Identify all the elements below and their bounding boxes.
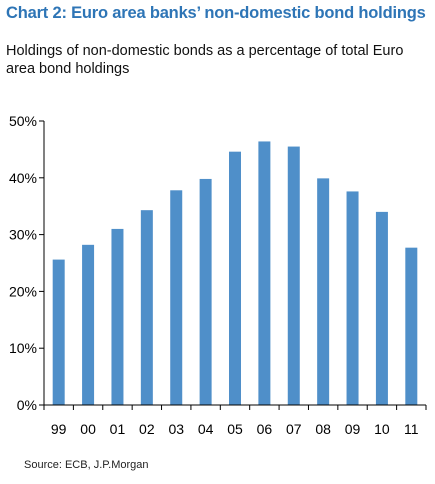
x-tick-label: 07 xyxy=(286,421,302,437)
bar-09 xyxy=(346,191,359,405)
y-tick-label: 0% xyxy=(17,397,37,413)
x-tick-label: 06 xyxy=(257,421,273,437)
bar-02 xyxy=(140,210,153,405)
y-tick-label: 20% xyxy=(9,283,37,299)
y-axis-ticks: 0% 10% 20% 30% 40% 50% xyxy=(9,113,44,413)
bar-99 xyxy=(52,259,65,405)
bar-01 xyxy=(111,228,124,405)
x-tick-label: 99 xyxy=(51,421,67,437)
bar-05 xyxy=(229,151,241,405)
bars xyxy=(52,141,418,405)
bar-11 xyxy=(405,247,418,405)
chart-title: Chart 2: Euro area banks’ non-domestic b… xyxy=(6,4,426,22)
y-tick-label: 40% xyxy=(9,170,37,186)
bar-08 xyxy=(317,178,330,405)
bar-00 xyxy=(82,244,95,405)
bar-10 xyxy=(375,211,388,405)
source-note: Source: ECB, J.P.Morgan xyxy=(24,459,149,471)
y-tick-label: 50% xyxy=(9,113,37,129)
x-tick-label: 09 xyxy=(345,421,361,437)
x-tick-label: 03 xyxy=(168,421,184,437)
x-tick-label: 05 xyxy=(227,421,243,437)
bar-04 xyxy=(199,178,212,405)
x-axis-ticks: 99 00 01 02 03 04 05 06 07 08 09 10 11 xyxy=(43,405,427,437)
bar-06 xyxy=(258,141,271,405)
y-tick-label: 30% xyxy=(9,227,37,243)
x-tick-label: 04 xyxy=(198,421,214,437)
x-tick-label: 11 xyxy=(404,421,419,437)
y-tick-label: 10% xyxy=(9,340,37,356)
bar-07 xyxy=(287,146,300,405)
x-tick-label: 10 xyxy=(374,421,390,437)
x-tick-label: 08 xyxy=(315,421,331,437)
bar-03 xyxy=(170,190,183,405)
x-tick-label: 02 xyxy=(139,421,155,437)
chart-subtitle: Holdings of non-domestic bonds as a perc… xyxy=(6,43,404,77)
x-tick-label: 01 xyxy=(110,421,126,437)
x-tick-label: 00 xyxy=(80,421,96,437)
